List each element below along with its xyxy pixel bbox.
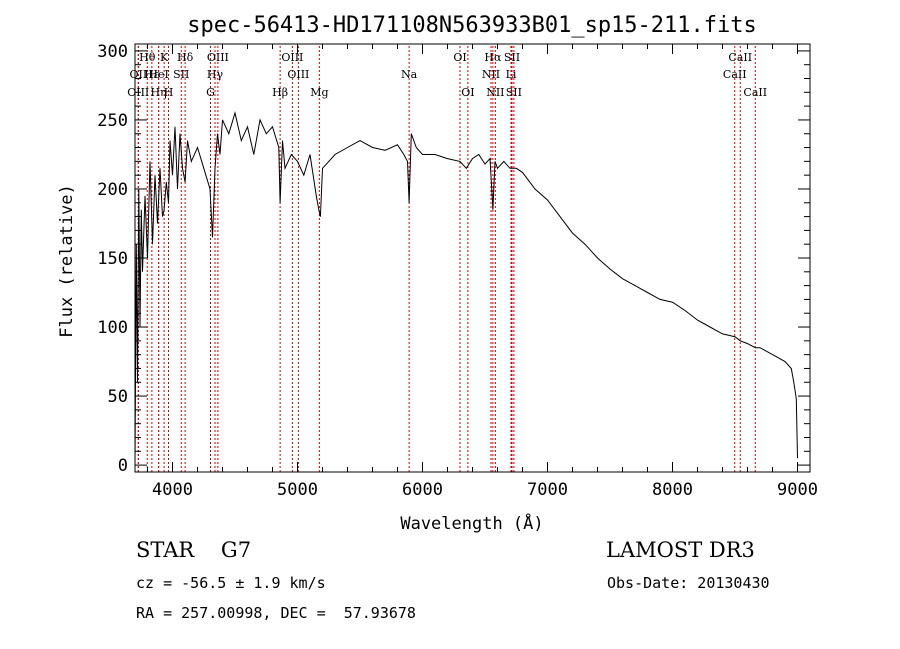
object-class: STAR G7 [136, 538, 252, 562]
spectral-line-label: OIII [207, 51, 229, 64]
spectral-line-label: OIII [281, 51, 303, 64]
spectral-line-label: Hβ [272, 86, 288, 99]
spectral-line-label: Na [401, 68, 418, 81]
plot-frame [134, 43, 811, 473]
spectral-line-label: SII [173, 68, 189, 81]
spectral-line-label: K [160, 51, 169, 64]
y-tick-label: 250 [97, 111, 128, 131]
spectral-line-label: CaII [743, 86, 767, 99]
spectral-line-label: OI [461, 86, 474, 99]
x-axis-ticks: 4000 5000 6000 7000 8000 9000 [147, 44, 818, 500]
spectral-line-label: Li [506, 68, 517, 81]
x-tick-label: 9000 [777, 480, 818, 500]
spectral-line-label: Hη [151, 86, 167, 99]
x-tick-label: 5000 [277, 480, 318, 500]
spectrum-line [134, 111, 798, 466]
spectral-line-label: SII [504, 51, 520, 64]
y-tick-label: 100 [97, 318, 128, 338]
spectral-line-label: G [206, 86, 215, 99]
coordinates: RA = 257.00998, DEC = 57.93678 [136, 604, 416, 622]
spectral-line-label: Hε [144, 68, 160, 81]
y-tick-label: 200 [97, 180, 128, 200]
spectral-line-label: OIII [287, 68, 309, 81]
y-tick-label: 50 [108, 387, 128, 407]
x-tick-label: 7000 [527, 480, 568, 500]
spectral-line-markers [137, 46, 756, 472]
spectral-line-label: NII [482, 68, 500, 81]
observation-date: Obs-Date: 20130430 [607, 574, 770, 592]
y-tick-label: 150 [97, 249, 128, 269]
spectral-line-label: OII [130, 68, 148, 81]
spectral-line-label: Hα [484, 51, 502, 64]
chart-title: spec-56413-HD171108N563933B01_sp15-211.f… [187, 13, 757, 38]
spectral-line-label: H [164, 86, 174, 99]
x-tick-label: 8000 [652, 480, 693, 500]
spectral-line-label: Hθ [139, 51, 156, 64]
survey-name: LAMOST DR3 [606, 538, 755, 562]
x-axis-label: Wavelength (Å) [400, 512, 543, 534]
redshift-velocity: cz = -56.5 ± 1.9 km/s [136, 574, 326, 592]
y-tick-label: 300 [97, 42, 128, 62]
spectral-line-label: NII [486, 86, 504, 99]
spectral-line-label: Hγ [207, 68, 224, 81]
spectral-line-label: OI [453, 51, 466, 64]
x-tick-label: 4000 [152, 480, 193, 500]
y-tick-label: 0 [118, 456, 128, 476]
y-axis-ticks: 0 50 100 150 200 250 300 [97, 42, 810, 476]
x-tick-label: 6000 [402, 480, 443, 500]
spectral-line-label: CaII [728, 51, 752, 64]
spectral-line-label: Mg [310, 86, 328, 99]
y-axis-label: Flux (relative) [57, 184, 77, 338]
spectral-line-label: SII [506, 86, 522, 99]
spectral-line-label: CaII [723, 68, 747, 81]
spectral-line-label: Hδ [177, 51, 194, 64]
spectral-line-label: HeI [148, 68, 168, 81]
